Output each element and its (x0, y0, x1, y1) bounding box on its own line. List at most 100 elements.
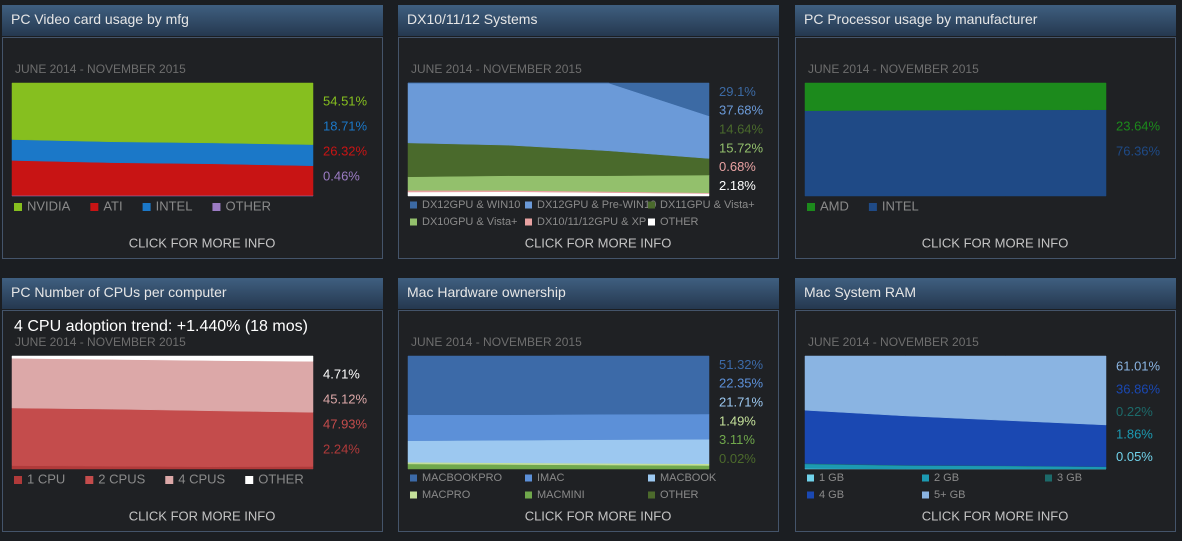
legend-swatch (14, 476, 22, 484)
legend-swatch (165, 476, 173, 484)
panel-title: Mac Hardware ownership (407, 284, 566, 300)
legend-label: ATI (103, 198, 122, 213)
legend-swatch (807, 203, 815, 211)
legend-swatch (648, 475, 655, 482)
legend-label: 4 GB (819, 489, 844, 501)
legend-label: 1 CPU (27, 471, 65, 486)
subtitle: JUNE 2014 - NOVEMBER 2015 (15, 335, 186, 349)
value-label: 61.01% (1116, 359, 1161, 374)
annotation: 4 CPU adoption trend: +1.440% (18 mos) (14, 318, 308, 335)
area (12, 83, 313, 145)
subtitle: JUNE 2014 - NOVEMBER 2015 (808, 335, 979, 349)
legend-swatch (869, 203, 877, 211)
legend-label: 5+ GB (934, 489, 966, 501)
area (12, 358, 313, 412)
legend-swatch (807, 492, 814, 499)
legend-label: OTHER (660, 216, 699, 228)
subtitle: JUNE 2014 - NOVEMBER 2015 (808, 62, 979, 76)
legend-label: MACMINI (537, 489, 585, 501)
value-label: 0.68% (719, 159, 756, 174)
value-label: 21.71% (719, 395, 764, 410)
legend-label: 1 GB (819, 472, 844, 484)
legend-label: DX11GPU & Vista+ (660, 199, 755, 211)
value-label: 29.1% (719, 84, 756, 99)
legend-label: OTHER (225, 198, 271, 213)
area (408, 175, 709, 193)
legend-swatch (922, 475, 929, 482)
legend-label: DX10GPU & Vista+ (422, 216, 517, 228)
value-label: 76.36% (1116, 143, 1161, 158)
legend-label: INTEL (156, 198, 193, 213)
more-info-link[interactable]: CLICK FOR MORE INFO (129, 508, 276, 523)
legend-swatch (212, 203, 220, 211)
legend-swatch (922, 492, 929, 499)
area (408, 356, 709, 415)
panel: PC Video card usage by mfg JUNE 2014 - NO… (2, 5, 383, 259)
area (408, 414, 709, 441)
value-label: 0.02% (719, 451, 756, 466)
value-label: 36.86% (1116, 381, 1161, 396)
legend-label: 2 CPUS (98, 471, 145, 486)
more-info-link[interactable]: CLICK FOR MORE INFO (922, 235, 1069, 250)
more-info-link[interactable]: CLICK FOR MORE INFO (129, 235, 276, 250)
legend-swatch (525, 219, 532, 226)
value-label: 22.35% (719, 376, 764, 391)
panel: Mac System RAM JUNE 2014 - NOVEMBER 2015 6… (795, 278, 1176, 532)
area (408, 439, 709, 464)
legend-label: OTHER (660, 489, 699, 501)
value-label: 0.05% (1116, 449, 1153, 464)
value-label: 3.11% (719, 432, 755, 447)
value-label: 4.71% (323, 366, 360, 381)
legend-swatch (143, 203, 151, 211)
legend-swatch (525, 475, 532, 482)
legend-label: MACBOOK (660, 472, 717, 484)
value-label: 15.72% (719, 140, 764, 155)
value-label: 23.64% (1116, 118, 1161, 133)
legend-label: MACPRO (422, 489, 471, 501)
legend-swatch (648, 492, 655, 499)
area (805, 110, 1106, 196)
value-label: 1.86% (1116, 427, 1153, 442)
value-label: 2.18% (719, 178, 756, 193)
legend-label: AMD (820, 198, 849, 213)
legend-label: IMAC (537, 472, 565, 484)
more-info-link[interactable]: CLICK FOR MORE INFO (525, 235, 672, 250)
area (805, 83, 1106, 111)
value-label: 26.32% (323, 143, 368, 158)
area (12, 408, 313, 467)
value-label: 47.93% (323, 416, 368, 431)
legend-label: 2 GB (934, 472, 959, 484)
panel-title: DX10/11/12 Systems (407, 11, 537, 27)
value-label: 0.46% (323, 168, 360, 183)
legend-swatch (410, 219, 417, 226)
value-label: 45.12% (323, 391, 368, 406)
legend-swatch (410, 492, 417, 499)
legend-label: DX12GPU & WIN10 (422, 199, 520, 211)
legend-swatch (525, 202, 532, 209)
value-label: 37.68% (719, 103, 764, 118)
value-label: 0.22% (1116, 404, 1153, 419)
subtitle: JUNE 2014 - NOVEMBER 2015 (411, 335, 582, 349)
more-info-link[interactable]: CLICK FOR MORE INFO (922, 508, 1069, 523)
legend-swatch (90, 203, 98, 211)
legend-label: 4 CPUS (178, 471, 225, 486)
value-label: 2.24% (323, 441, 360, 456)
subtitle: JUNE 2014 - NOVEMBER 2015 (15, 62, 186, 76)
panel: Mac Hardware ownership JUNE 2014 - NOVEMB… (398, 278, 779, 532)
legend-label: NVIDIA (27, 198, 71, 213)
legend-label: INTEL (882, 198, 919, 213)
legend-swatch (525, 492, 532, 499)
value-label: 54.51% (323, 93, 368, 108)
panel-title: Mac System RAM (804, 284, 916, 300)
legend-label: 3 GB (1057, 472, 1082, 484)
legend-label: DX12GPU & Pre-WIN10 (537, 199, 656, 211)
legend-label: OTHER (258, 471, 304, 486)
more-info-link[interactable]: CLICK FOR MORE INFO (525, 508, 672, 523)
area (12, 160, 313, 195)
legend-label: MACBOOKPRO (422, 472, 503, 484)
value-label: 18.71% (323, 118, 368, 133)
panel-title: PC Video card usage by mfg (11, 11, 189, 27)
legend-swatch (648, 202, 655, 209)
